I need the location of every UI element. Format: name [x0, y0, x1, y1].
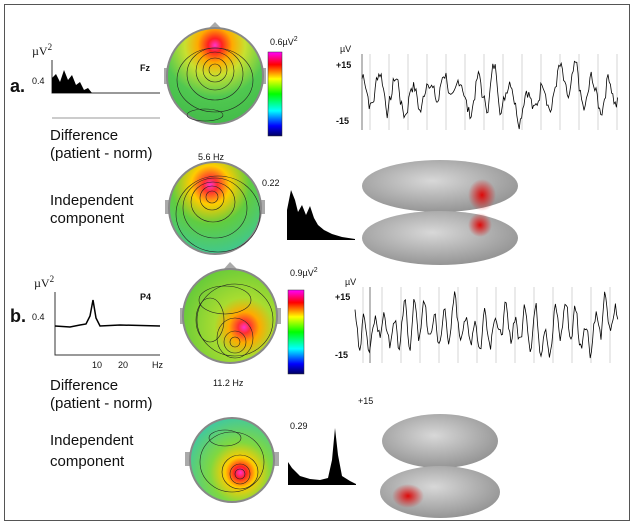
component-peak: 0.22	[262, 178, 280, 188]
component-peak: 0.29	[290, 421, 308, 431]
eeg-bottom: -15	[336, 116, 349, 126]
panel-label: b.	[10, 306, 26, 326]
channel: P4	[140, 292, 151, 302]
extra-label: +15	[358, 396, 373, 406]
component-topomap	[165, 162, 265, 254]
difference-label: (patient - norm)	[50, 395, 153, 412]
eeg-trace	[355, 287, 618, 363]
brain-image	[362, 160, 518, 265]
channel: Fz	[140, 63, 150, 73]
component-spectrum	[287, 190, 355, 240]
component-label: Independent	[50, 432, 134, 449]
component-topomap	[185, 418, 279, 502]
colorbar	[268, 52, 282, 136]
colorbar-max: 0.9µV2	[290, 267, 318, 278]
eeg-unit: µV	[340, 44, 351, 54]
component-label: component	[50, 210, 125, 227]
eeg-unit: µV	[345, 277, 356, 287]
spectrum-line	[55, 300, 160, 327]
component-label: component	[50, 453, 125, 470]
frequency: 5.6 Hz	[198, 152, 225, 162]
topomap	[164, 22, 266, 124]
spectrum-y-label: 0.4	[32, 76, 45, 86]
spectrum-x-label: 10	[92, 360, 102, 370]
component-label: Independent	[50, 192, 134, 209]
trace-line	[355, 292, 618, 359]
difference-label: Difference	[50, 127, 118, 144]
spectrum-fill	[52, 70, 92, 93]
component-spectrum	[288, 428, 356, 485]
brain-image	[380, 414, 500, 518]
spectrum-unit: µV2	[32, 42, 52, 58]
spectrum-x-label: Hz	[152, 360, 163, 370]
difference-label: Difference	[50, 377, 118, 394]
eeg-bottom: -15	[335, 350, 348, 360]
eeg-top: +15	[336, 60, 351, 70]
panel-label: a.	[10, 76, 25, 96]
spectrum-x-label: 20	[118, 360, 128, 370]
figure: a. µV2 0.4 Fz Difference (patient - norm…	[0, 0, 635, 526]
spectrum-y-label: 0.4	[32, 312, 45, 322]
spectrum-unit: µV2	[34, 274, 54, 290]
difference-label: (patient - norm)	[50, 145, 153, 162]
eeg-top: +15	[335, 292, 350, 302]
topomap	[180, 262, 281, 363]
colorbar-max: 0.6µV2	[270, 36, 298, 47]
colorbar	[288, 290, 304, 374]
frequency: 11.2 Hz	[213, 378, 244, 388]
eeg-trace	[362, 54, 618, 130]
